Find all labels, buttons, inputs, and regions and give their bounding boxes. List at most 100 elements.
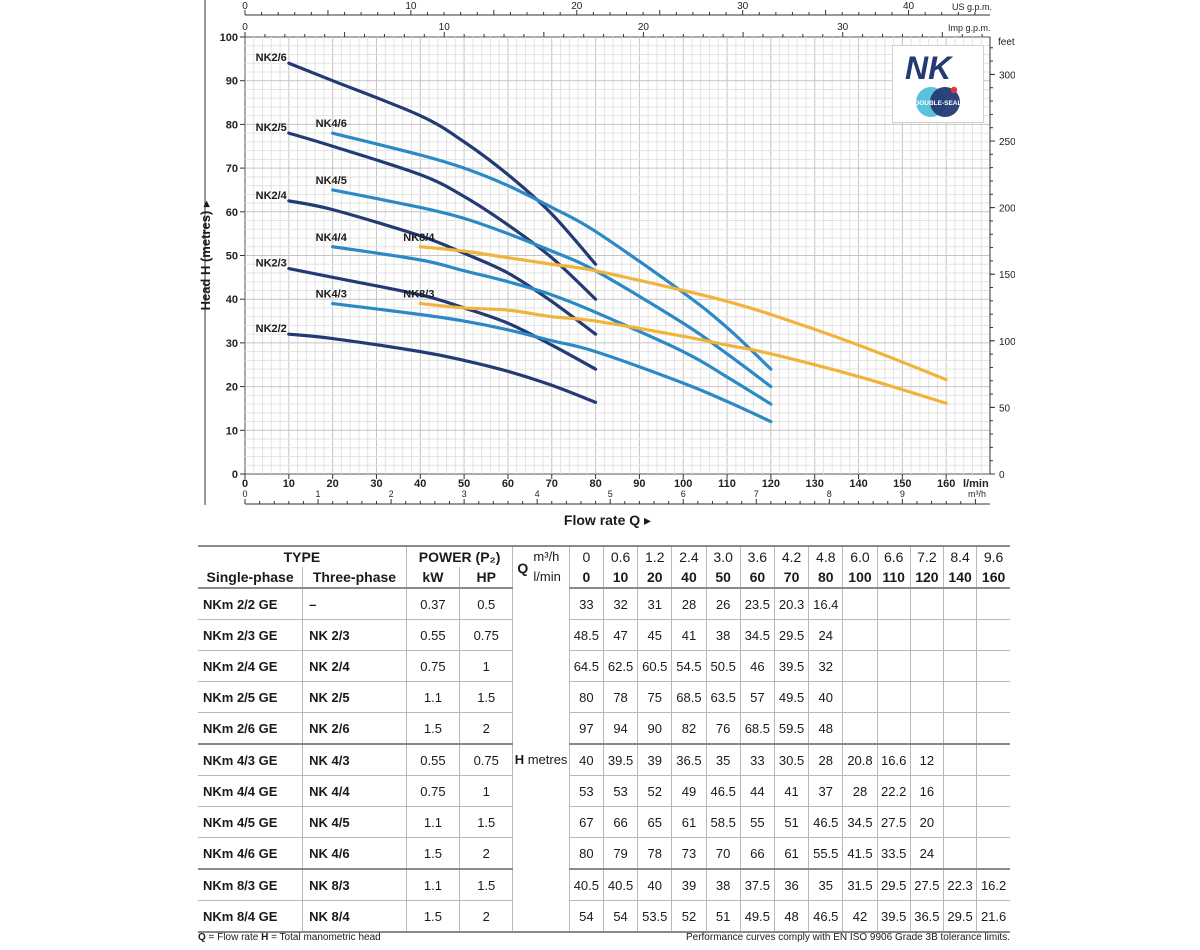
- head-value-cell: 40: [637, 868, 672, 901]
- curve-nk2-4: [287, 199, 598, 336]
- head-value-cell: 39.5: [773, 650, 809, 682]
- m3h-tick-label: 9: [900, 489, 905, 499]
- x-tick-label: 80: [589, 478, 601, 490]
- imp-gpm-tick-label: 30: [837, 22, 849, 33]
- chart-series: [287, 61, 948, 424]
- table-row: NKm 4/6 GE NK 4/6 1.5 2 80 79 78 73 70 66 61 55.5 41…: [198, 837, 1010, 870]
- y-tick-label: 60: [226, 207, 238, 219]
- right-tick-label: 0: [999, 470, 1005, 481]
- head-value-cell: [942, 588, 977, 620]
- x-tick-label: 20: [327, 478, 339, 490]
- kw-header: kW: [405, 567, 460, 589]
- curve-nk4-4: [331, 245, 773, 406]
- m3h-tick-label: 1: [316, 489, 321, 499]
- head-value-cell: [842, 588, 878, 620]
- y-tick-label: 90: [226, 76, 238, 88]
- lmin-value: 100: [842, 567, 878, 589]
- lmin-value: 60: [739, 567, 775, 589]
- head-value-cell: 48.5: [568, 619, 604, 651]
- x-tick-label: 60: [502, 478, 514, 490]
- us-gpm-tick-label: 20: [571, 1, 583, 12]
- kw-cell: 0.75: [405, 775, 460, 807]
- head-value-cell: [942, 837, 977, 870]
- three-phase-header: Three-phase: [302, 567, 407, 589]
- head-value-cell: 39.5: [876, 900, 911, 933]
- x-tick-label: 120: [762, 478, 780, 490]
- m3h-tick-label: 5: [608, 489, 613, 499]
- head-value-cell: 39: [637, 743, 672, 776]
- head-value-cell: 16.2: [976, 868, 1010, 901]
- head-value-cell: [942, 650, 977, 682]
- table-row: NKm 2/6 GE NK 2/6 1.5 2 97 94 90 82 76 68.5 59.5 48: [198, 712, 1010, 745]
- y-tick-label: 80: [226, 119, 238, 131]
- us-gpm-tick-label: 0: [242, 1, 248, 12]
- head-value-cell: 34.5: [739, 619, 775, 651]
- head-value-cell: 33: [739, 743, 775, 776]
- m3h-value: 4.2: [773, 545, 809, 567]
- y-tick-label: 40: [226, 294, 238, 306]
- m3h-tick-label: 4: [535, 489, 540, 499]
- head-value-cell: [842, 619, 878, 651]
- us-gpm-tick-label: 40: [903, 1, 915, 12]
- m3h-value: 3.0: [705, 545, 741, 567]
- head-value-cell: [909, 712, 944, 745]
- head-value-cell: 24: [808, 619, 843, 651]
- single-phase-cell: NKm 8/4 GE: [198, 900, 303, 933]
- x-axis-unit: l/min: [963, 478, 989, 490]
- power-header: POWER (P₂): [405, 545, 513, 567]
- lmin-value: 20: [637, 567, 672, 589]
- curve-nk4-3: [331, 301, 773, 424]
- head-value-cell: [976, 650, 1010, 682]
- x-tick-label: 140: [849, 478, 867, 490]
- m3h-tick-label: 0: [242, 489, 247, 499]
- head-value-cell: 20.3: [773, 588, 809, 620]
- m3h-tick-label: 6: [681, 489, 686, 499]
- imp-gpm-tick-label: 0: [242, 22, 248, 33]
- head-value-cell: [909, 650, 944, 682]
- head-value-cell: [942, 619, 977, 651]
- hp-cell: 1: [459, 775, 513, 807]
- x-tick-label: 90: [633, 478, 645, 490]
- single-phase-cell: NKm 2/2 GE: [198, 588, 303, 620]
- head-value-cell: 75: [637, 681, 672, 713]
- curve-label-nk4-6: NK4/6: [316, 118, 347, 130]
- lmin-value: 160: [976, 567, 1010, 589]
- head-value-cell: 41.5: [842, 837, 878, 870]
- curve-label-nk4-4: NK4/4: [316, 232, 348, 244]
- head-value-cell: 27.5: [909, 868, 944, 901]
- head-value-cell: 22.3: [942, 868, 977, 901]
- y-tick-label: 10: [226, 425, 238, 437]
- head-value-cell: 36: [773, 868, 809, 901]
- head-value-cell: [876, 588, 911, 620]
- single-phase-cell: NKm 4/4 GE: [198, 775, 303, 807]
- kw-cell: 0.37: [405, 588, 460, 620]
- head-value-cell: 78: [602, 681, 638, 713]
- head-value-cell: 27.5: [876, 806, 911, 838]
- head-value-cell: 68.5: [671, 681, 707, 713]
- nk-logo-text: NK: [905, 50, 954, 86]
- table-row: NKm 2/2 GE –0.37 0.5 H metres 33 32 31 28 26 23.5…: [198, 588, 1010, 933]
- three-phase-cell: NK 4/5: [302, 806, 407, 838]
- head-value-cell: 40.5: [568, 868, 604, 901]
- curve-label-nk8-3: NK8/3: [403, 289, 434, 301]
- curve-label-nk4-5: NK4/5: [316, 175, 347, 187]
- head-value-cell: 73: [671, 837, 707, 870]
- hp-header: HP: [459, 567, 513, 589]
- head-value-cell: 70: [705, 837, 741, 870]
- head-value-cell: 53.5: [637, 900, 672, 933]
- head-value-cell: 61: [671, 806, 707, 838]
- head-value-cell: [976, 743, 1010, 776]
- m3h-tick-label: 3: [462, 489, 467, 499]
- head-value-cell: [842, 681, 878, 713]
- head-value-cell: 79: [602, 837, 638, 870]
- lmin-value: 70: [773, 567, 809, 589]
- head-value-cell: 52: [637, 775, 672, 807]
- head-value-cell: 35: [808, 868, 843, 901]
- nk-logo-graphic: NK DOUBLE-SEAL: [905, 50, 961, 117]
- head-value-cell: [909, 681, 944, 713]
- head-value-cell: 80: [568, 681, 604, 713]
- footer-compliance: Performance curves comply with EN ISO 99…: [685, 932, 1010, 943]
- double-seal-circle-right: [930, 87, 960, 117]
- head-value-cell: 37: [808, 775, 843, 807]
- single-phase-cell: NKm 4/6 GE: [198, 837, 303, 870]
